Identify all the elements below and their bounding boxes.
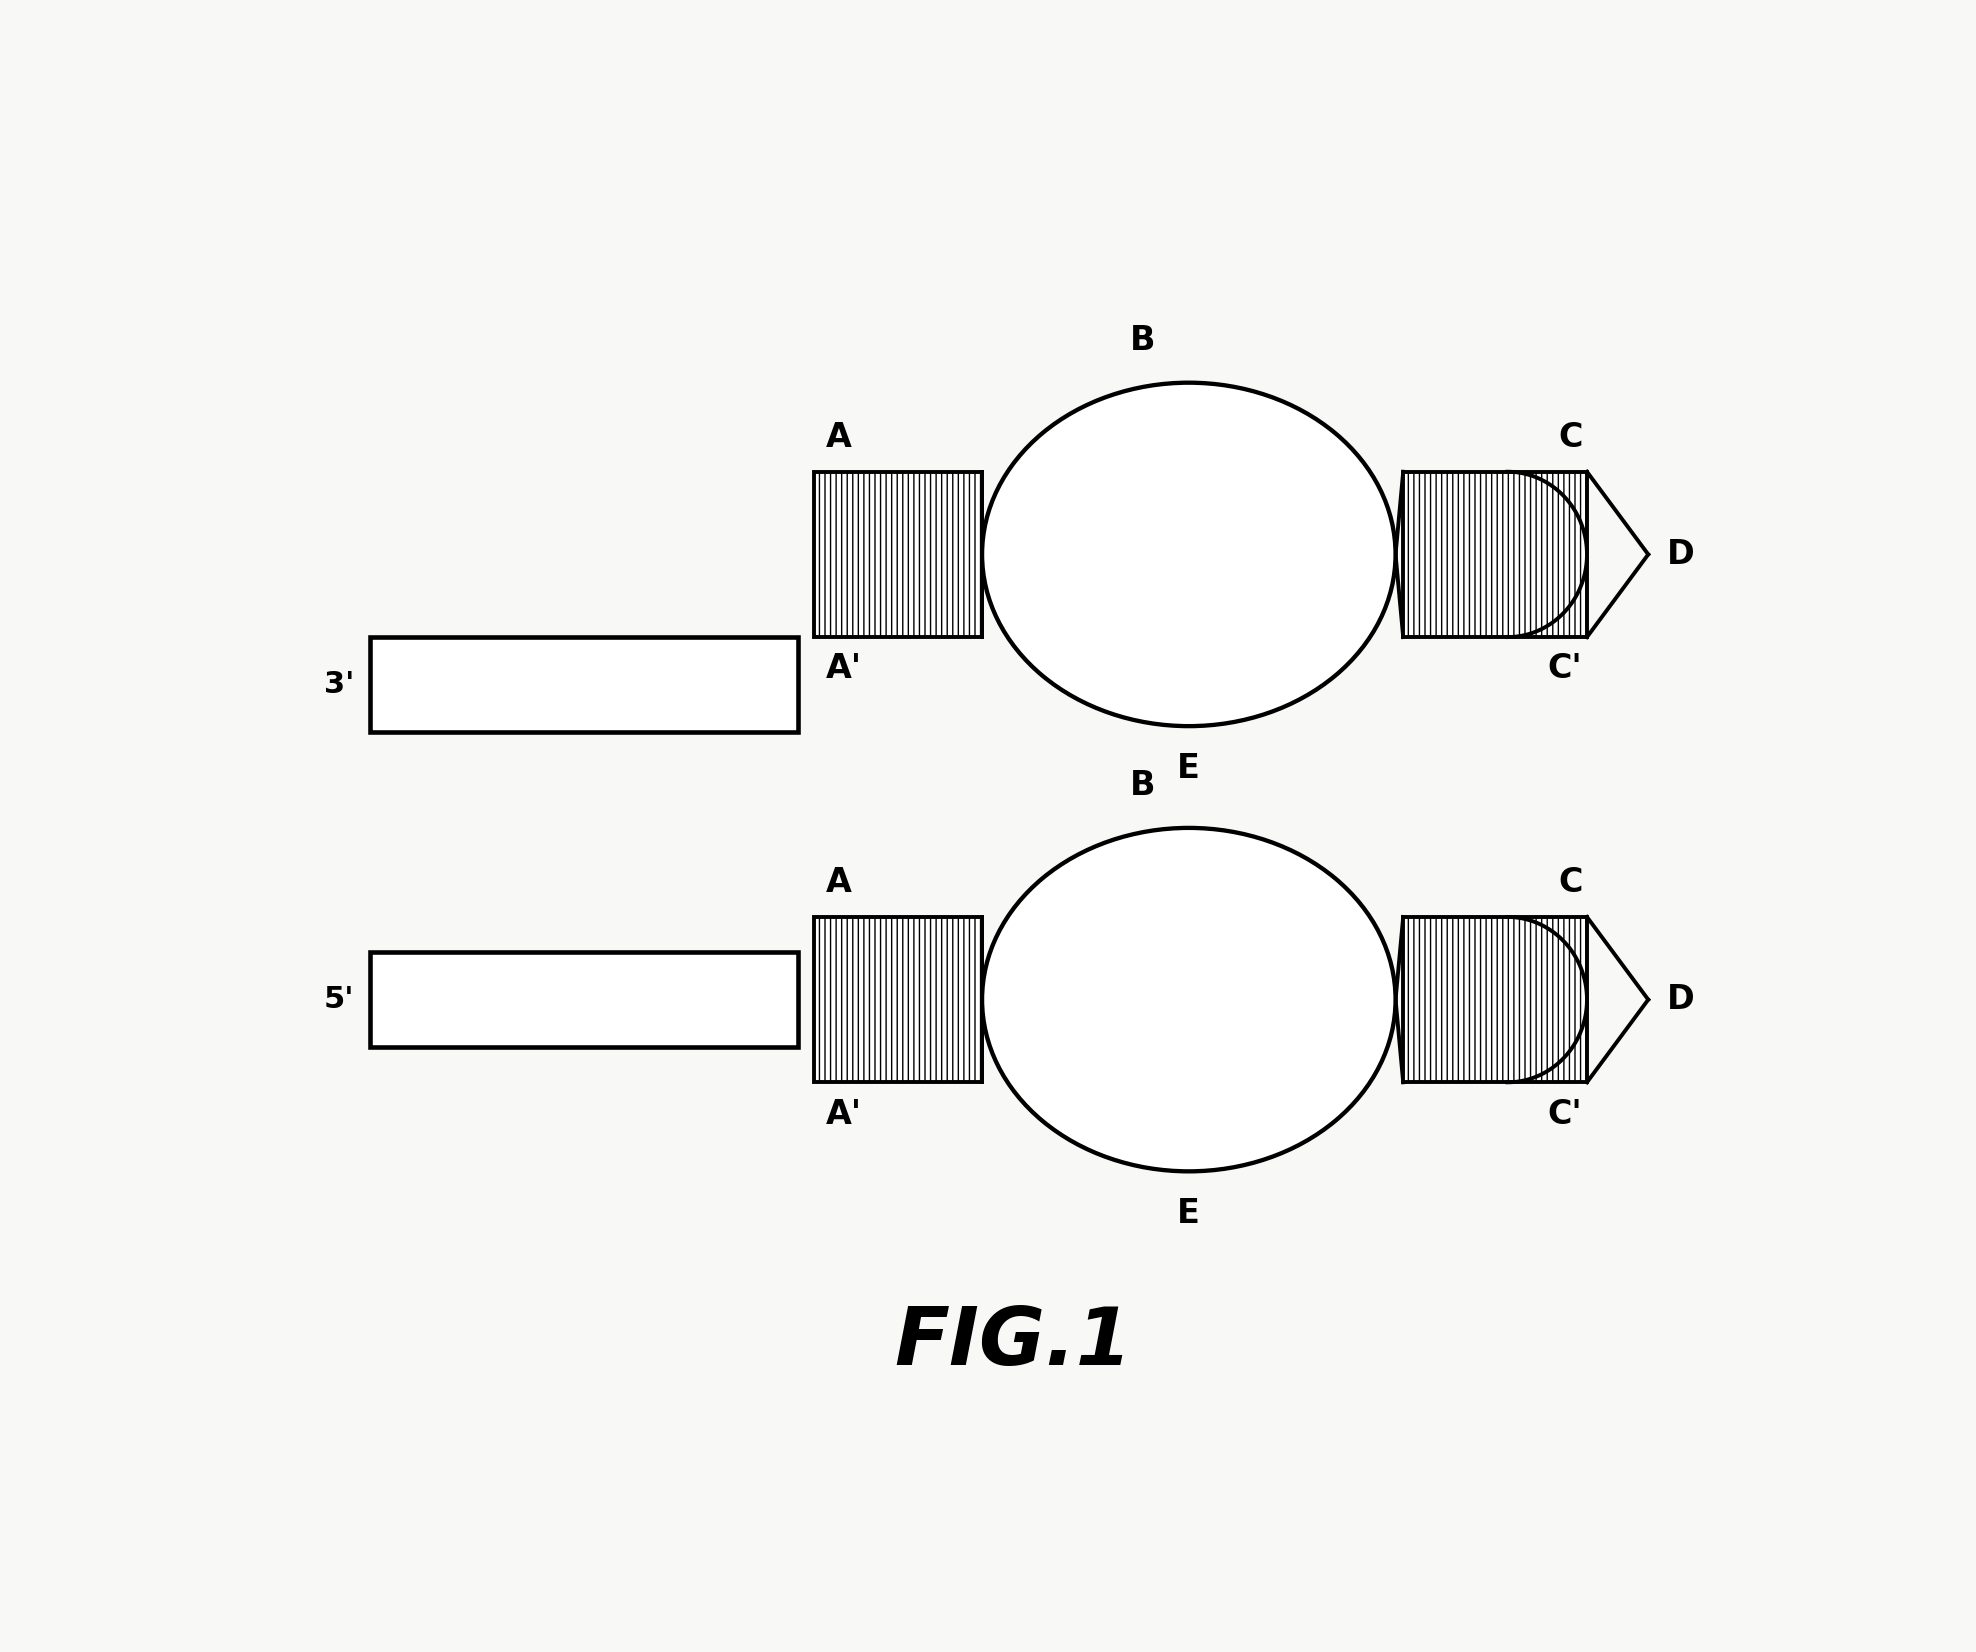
Bar: [814, 472, 982, 638]
Bar: [814, 917, 982, 1082]
Text: FIG.1: FIG.1: [893, 1303, 1132, 1383]
Bar: [1403, 472, 1587, 638]
Text: C: C: [1557, 866, 1583, 899]
Bar: [370, 638, 798, 732]
Text: C': C': [1547, 653, 1583, 686]
Text: A': A': [826, 1097, 862, 1130]
Text: C: C: [1557, 421, 1583, 454]
Text: A: A: [826, 421, 852, 454]
Text: E: E: [1178, 752, 1199, 785]
Text: D: D: [1666, 983, 1693, 1016]
Bar: [370, 952, 798, 1047]
Text: D: D: [1666, 539, 1693, 572]
Text: E: E: [1178, 1196, 1199, 1229]
Bar: [1403, 917, 1587, 1082]
Text: C': C': [1547, 1097, 1583, 1130]
Text: 3': 3': [324, 671, 354, 699]
Text: APC LINKER: APC LINKER: [486, 986, 682, 1014]
Text: A': A': [826, 653, 862, 686]
Text: B: B: [1130, 770, 1156, 803]
Circle shape: [982, 383, 1395, 727]
Text: APC LINKER: APC LINKER: [486, 671, 682, 699]
Text: A: A: [826, 866, 852, 899]
Text: B: B: [1130, 324, 1156, 357]
Circle shape: [982, 828, 1395, 1171]
Text: 5': 5': [324, 985, 354, 1014]
